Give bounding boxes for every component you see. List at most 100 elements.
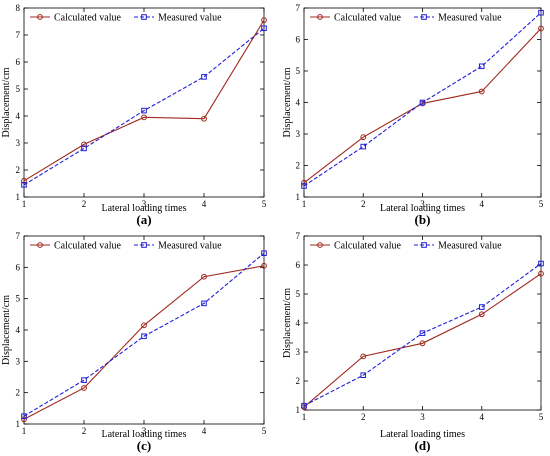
legend: Calculated value Measured value	[30, 13, 222, 24]
x-tick-label: 2	[361, 199, 366, 209]
plot-frame	[23, 7, 265, 198]
legend-marker-calculated	[317, 242, 323, 248]
y-tick-label: 4	[296, 98, 301, 108]
y-tick-label: 3	[296, 129, 301, 139]
measured-point	[261, 25, 267, 32]
y-tick-label: 3	[16, 356, 21, 366]
panel-label: (d)	[415, 438, 431, 453]
measured-point	[419, 99, 426, 106]
y-tick-label: 7	[16, 30, 21, 40]
x-tick-label: 4	[202, 426, 207, 436]
legend-marker-calculated	[37, 14, 43, 20]
legend: Calculated value Measured value	[30, 241, 222, 252]
legend-marker-measured	[421, 242, 427, 248]
calculated-point	[81, 385, 87, 391]
calculated-point	[301, 179, 307, 186]
legend-marker-measured	[141, 242, 147, 248]
x-axis-label: Lateral loading times	[102, 203, 187, 214]
x-tick-label: 4	[480, 412, 485, 422]
legend-label-calculated: Calculated value	[334, 241, 401, 252]
x-tick-label: 4	[202, 199, 207, 209]
y-tick-label: 1	[16, 419, 21, 429]
series-line-measured	[23, 252, 265, 417]
calculated-point	[478, 88, 485, 95]
calculated-point	[261, 262, 267, 269]
measured-point	[81, 377, 87, 383]
legend-label-measured: Measured value	[438, 13, 502, 24]
series-line-calculated	[23, 19, 265, 182]
y-tick-label: 5	[296, 289, 301, 299]
series-line-calculated	[303, 273, 542, 408]
calculated-point	[478, 311, 485, 318]
series-line-calculated	[303, 28, 542, 184]
y-tick-label: 5	[16, 84, 21, 94]
calculated-point	[538, 25, 544, 32]
x-tick-label: 2	[361, 412, 366, 422]
measured-point	[141, 333, 147, 340]
measured-point	[478, 304, 485, 310]
panel-label: (c)	[137, 438, 151, 453]
x-tick-label: 5	[539, 412, 544, 422]
y-tick-label: 8	[16, 3, 21, 13]
x-axis-label: Lateral loading times	[102, 429, 187, 440]
y-axis-label: Displacement/cm	[1, 67, 12, 137]
series-line-measured	[303, 263, 542, 407]
y-tick-label: 5	[16, 294, 21, 304]
x-axis-label: Lateral loading times	[380, 429, 465, 440]
measured-point	[538, 9, 544, 16]
x-tick-label: 1	[22, 199, 27, 209]
x-axis-label: Lateral loading times	[380, 203, 465, 214]
x-tick-label: 1	[302, 199, 307, 209]
calculated-point	[261, 17, 267, 24]
y-tick-label: 4	[16, 111, 21, 121]
x-tick-label: 2	[82, 199, 87, 209]
measured-point	[201, 74, 207, 80]
measured-point	[201, 300, 207, 307]
y-tick-label: 4	[16, 325, 21, 335]
x-tick-label: 3	[420, 412, 425, 422]
chart-panel-4: 1 2 3 4 5 1 2 3 4 5 6 7 Lateral loading times Displac…	[282, 231, 544, 453]
series-line-calculated	[23, 265, 265, 420]
chart-panel-2: 1 2 3 4 5 1 2 3 4 5 6 7 Lateral loading times Displac…	[282, 3, 544, 227]
legend-marker-measured	[421, 14, 427, 20]
y-tick-label: 2	[16, 388, 21, 398]
x-tick-label: 3	[420, 199, 425, 209]
calculated-point	[360, 353, 367, 360]
legend: Calculated value Measured value	[310, 241, 502, 252]
y-tick-label: 2	[296, 161, 301, 171]
y-tick-label: 7	[296, 3, 301, 13]
calculated-point	[141, 322, 147, 329]
y-tick-label: 7	[16, 231, 21, 241]
y-tick-label: 7	[296, 231, 301, 241]
calculated-point	[141, 114, 147, 121]
y-tick-label: 1	[16, 192, 21, 202]
calculated-point	[81, 141, 87, 148]
y-tick-label: 2	[296, 376, 301, 386]
y-tick-label: 1	[296, 192, 301, 202]
calculated-point	[21, 177, 27, 184]
x-tick-label: 2	[82, 426, 87, 436]
measured-point	[141, 107, 147, 114]
y-tick-label: 5	[296, 66, 301, 76]
y-tick-label: 3	[16, 138, 21, 148]
x-tick-label: 1	[22, 426, 27, 436]
x-tick-label: 5	[539, 199, 544, 209]
legend-label-calculated: Calculated value	[54, 13, 121, 24]
x-tick-label: 1	[302, 412, 307, 422]
panel-label: (a)	[136, 212, 151, 227]
series-line-measured	[303, 12, 542, 187]
series-line-measured	[23, 27, 265, 186]
y-axis-label: Displacement/cm	[282, 288, 293, 358]
y-axis-label: Displacement/cm	[282, 67, 293, 137]
measured-point	[21, 413, 27, 419]
measured-point	[478, 63, 485, 70]
measured-point	[360, 143, 367, 150]
panel-label: (b)	[415, 212, 431, 227]
y-tick-label: 6	[16, 57, 21, 67]
x-tick-label: 4	[480, 199, 485, 209]
measured-point	[301, 183, 307, 189]
measured-point	[301, 402, 307, 409]
calculated-point	[21, 416, 27, 423]
calculated-point	[201, 115, 207, 122]
